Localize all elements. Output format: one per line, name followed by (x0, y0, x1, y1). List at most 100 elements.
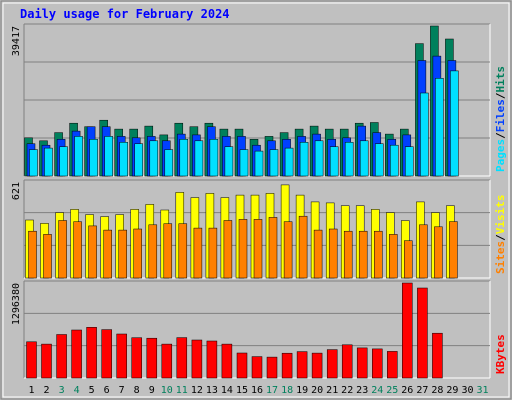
bar-pages-day-27 (420, 92, 429, 177)
bar-pages-day-22 (344, 142, 354, 177)
hits-files-pages-max-label: 39417 (11, 26, 22, 56)
bar-sites-day-5 (88, 225, 97, 279)
bar-sites-day-21 (328, 228, 338, 279)
x-tick-label-day-13: 13 (206, 385, 218, 396)
bar-kbytes-day-23 (356, 347, 368, 379)
bar-kbytes-day-22 (341, 344, 353, 379)
bar-sites-day-3 (58, 220, 67, 279)
bar-pages-day-6 (104, 136, 113, 177)
x-tick-label-day-16: 16 (251, 385, 263, 396)
bar-sites-day-14 (223, 220, 233, 279)
bar-pages-day-9 (149, 140, 159, 177)
x-tick-label-day-24: 24 (371, 385, 383, 396)
bar-sites-day-13 (208, 227, 218, 279)
x-tick-label-day-11: 11 (176, 385, 188, 396)
x-tick-label-day-6: 6 (104, 385, 110, 396)
bar-sites-day-25 (389, 234, 398, 279)
x-tick-label-day-14: 14 (221, 385, 233, 396)
x-tick-label-day-3: 3 (59, 385, 65, 396)
bar-kbytes-day-11 (176, 337, 188, 379)
bar-pages-day-16 (254, 150, 264, 177)
x-tick-label-day-20: 20 (311, 385, 323, 396)
x-tick-label-day-22: 22 (341, 385, 353, 396)
bar-pages-day-4 (74, 136, 83, 177)
bar-sites-day-24 (374, 230, 383, 279)
x-tick-label-day-28: 28 (431, 385, 443, 396)
bar-kbytes-day-10 (161, 343, 173, 379)
bar-kbytes-day-14 (221, 343, 233, 379)
x-tick-label-day-10: 10 (161, 385, 173, 396)
bar-sites-day-29 (449, 221, 458, 279)
bar-pages-day-28 (435, 78, 444, 177)
x-tick-label-day-26: 26 (401, 385, 413, 396)
bar-pages-day-17 (269, 149, 279, 177)
bar-pages-day-1 (29, 149, 38, 177)
bar-pages-day-13 (209, 139, 219, 177)
bar-kbytes-day-5 (86, 327, 97, 379)
bar-kbytes-day-28 (432, 332, 443, 379)
x-tick-label-day-8: 8 (134, 385, 140, 396)
bar-pages-day-24 (375, 143, 384, 177)
x-tick-label-day-5: 5 (89, 385, 95, 396)
bar-kbytes-day-13 (206, 340, 218, 379)
bar-sites-day-2 (43, 234, 52, 279)
kbytes-max-label: 1296380 (11, 283, 22, 325)
bar-pages-day-8 (134, 143, 143, 177)
bar-kbytes-day-2 (41, 343, 52, 379)
bar-sites-day-23 (358, 230, 368, 279)
bar-kbytes-day-12 (191, 339, 203, 379)
x-tick-label-day-21: 21 (326, 385, 338, 396)
hits-files-pages-legend: Pages/Files/Hits (494, 66, 507, 172)
bar-pages-day-29 (450, 70, 459, 177)
bar-sites-day-6 (103, 229, 112, 279)
x-tick-label-day-30: 30 (461, 385, 473, 396)
bar-pages-day-10 (164, 149, 174, 177)
x-tick-label-day-27: 27 (416, 385, 428, 396)
legend-hits: Hits (494, 66, 507, 93)
x-tick-label-day-17: 17 (266, 385, 278, 396)
bar-sites-day-7 (118, 229, 127, 279)
bar-sites-day-27 (419, 224, 428, 279)
x-tick-label-day-4: 4 (74, 385, 80, 396)
legend-kbytes: KBytes (494, 334, 507, 374)
x-tick-label-day-31: 31 (476, 385, 488, 396)
legend-files: Files (494, 99, 507, 132)
bar-sites-day-12 (193, 227, 203, 279)
bar-sites-day-16 (253, 219, 263, 279)
x-tick-label-day-7: 7 (119, 385, 125, 396)
legend-sites: Sites (494, 241, 507, 274)
bar-pages-day-26 (405, 146, 414, 177)
bar-pages-day-19 (299, 142, 309, 177)
bar-pages-day-18 (284, 147, 294, 177)
x-tick-label-day-18: 18 (281, 385, 293, 396)
bar-pages-day-2 (44, 147, 53, 177)
bar-kbytes-day-17 (266, 356, 278, 379)
x-tick-label-day-12: 12 (191, 385, 203, 396)
bar-pages-day-21 (329, 146, 339, 177)
bar-sites-day-10 (163, 223, 173, 279)
bar-pages-day-7 (119, 142, 128, 177)
legend-separator: / (494, 92, 507, 99)
bar-kbytes-day-19 (296, 351, 308, 379)
x-axis-day-labels: 1 2 3 4 5 6 7 8 9 10 11 12 13 14 15 16 17 18 19 20 21 22 23 24 2… (28, 385, 488, 396)
bar-pages-day-5 (89, 139, 98, 177)
bar-sites-day-17 (268, 217, 278, 279)
bar-sites-day-15 (238, 219, 248, 279)
x-tick-label-day-23: 23 (356, 385, 368, 396)
bar-kbytes-day-16 (251, 356, 263, 379)
chart-panels: 39417Pages/Files/Hits621Sites/Visits1296… (11, 23, 507, 379)
bar-kbytes-day-15 (236, 352, 248, 379)
bar-sites-day-28 (434, 226, 443, 279)
bar-kbytes-day-27 (417, 287, 428, 379)
bar-pages-day-15 (239, 149, 249, 177)
bar-kbytes-day-21 (326, 349, 338, 379)
bar-sites-day-22 (343, 230, 353, 279)
bar-sites-day-20 (313, 229, 323, 279)
bar-sites-day-4 (73, 221, 82, 279)
x-tick-label-day-1: 1 (28, 385, 34, 396)
x-tick-label-day-9: 9 (149, 385, 155, 396)
bar-kbytes-day-4 (71, 329, 82, 379)
x-tick-label-day-2: 2 (43, 385, 49, 396)
bar-kbytes-day-20 (311, 352, 323, 379)
